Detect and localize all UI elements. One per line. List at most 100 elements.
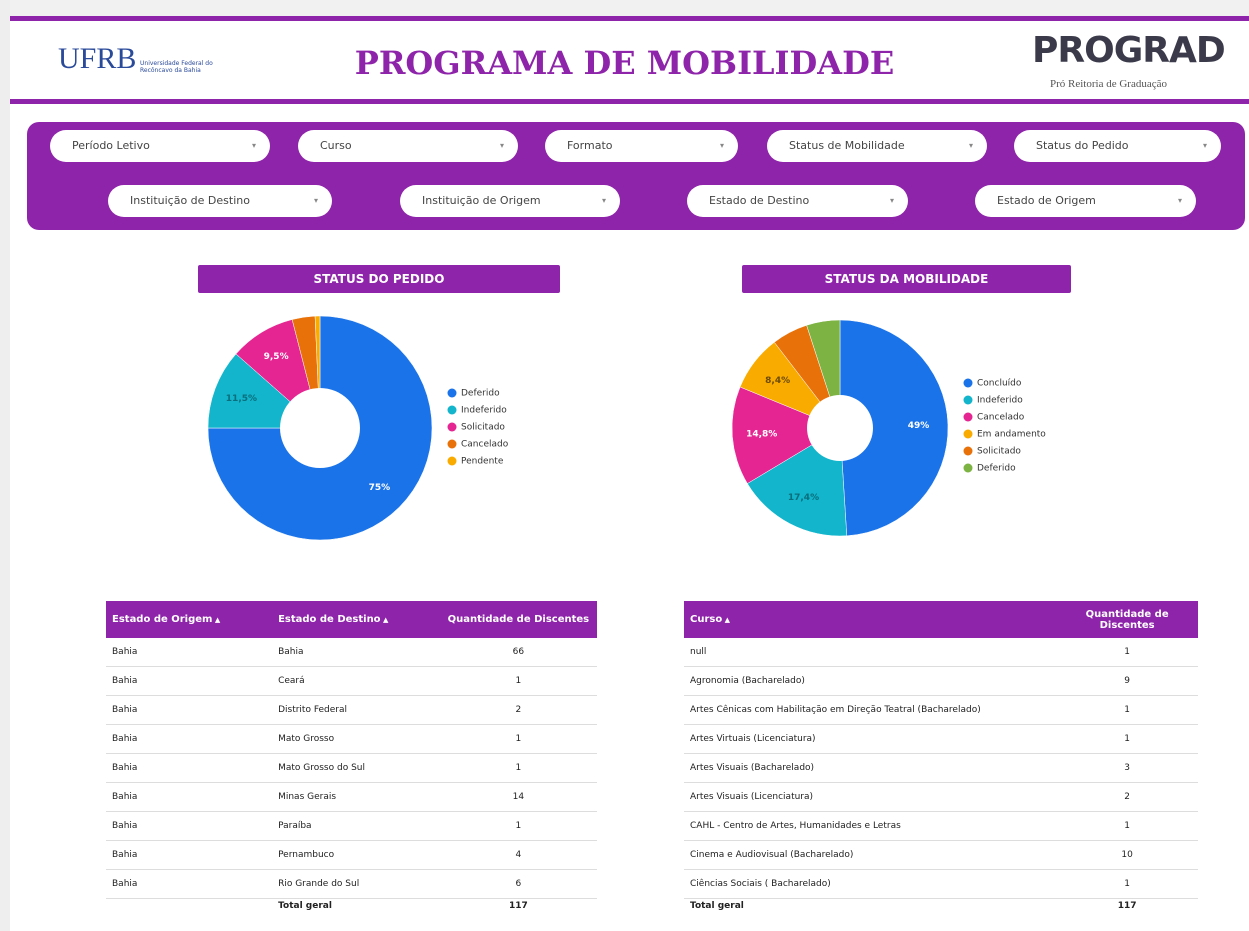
top-bar <box>10 0 1249 21</box>
table-cell: 1 <box>439 724 597 754</box>
table-cell: 14 <box>439 782 597 812</box>
total-row: Total geral 117 <box>106 899 597 914</box>
slice-label: 49% <box>908 421 930 431</box>
legend-swatch <box>447 456 457 466</box>
table-cell: Bahia <box>106 753 273 783</box>
table-cell: 9 <box>1056 666 1198 696</box>
table-cell: Mato Grosso <box>272 724 440 754</box>
table-cell: 2 <box>1056 782 1198 812</box>
table-row: CAHL - Centro de Artes, Humanidades e Le… <box>684 811 1198 841</box>
table-cell: 1 <box>1056 724 1198 754</box>
table-row: Artes Virtuais (Licenciatura) 1 <box>684 724 1198 754</box>
legend-swatch <box>447 388 457 398</box>
table-cell: Cinema e Audiovisual (Bacharelado) <box>684 840 1057 870</box>
table-cell: Bahia <box>106 869 273 899</box>
data-table: Estado de OrigemEstado de DestinoQuantid… <box>106 601 597 913</box>
filter-dropdown[interactable]: Formato <box>545 130 738 162</box>
slice-label: 14,8% <box>746 429 777 439</box>
legend-swatch <box>447 439 457 449</box>
column-header[interactable]: Quantidade de Discentes <box>439 601 597 638</box>
table-cell: 6 <box>439 869 597 899</box>
filter-dropdown[interactable]: Instituição de Destino <box>108 185 332 217</box>
filter-dropdown[interactable]: Estado de Destino <box>687 185 908 217</box>
table-cell: 66 <box>439 638 597 667</box>
donut-hole <box>280 388 360 468</box>
filter-dropdown[interactable]: Estado de Origem <box>975 185 1196 217</box>
table-cell: Bahia <box>106 811 273 841</box>
brand-subtitle: Pró Reitoria de Graduação <box>1050 78 1167 90</box>
legend-label: Deferido <box>977 464 1016 474</box>
filter-dropdown[interactable]: Curso <box>298 130 518 162</box>
table-cell: Bahia <box>106 695 273 725</box>
table-cell: Artes Virtuais (Licenciatura) <box>684 724 1057 754</box>
table-cell: Bahia <box>106 666 273 696</box>
table-cell: 1 <box>1056 869 1198 899</box>
table-cell: 1 <box>439 811 597 841</box>
legend-swatch <box>447 422 457 432</box>
legend-swatch <box>447 405 457 415</box>
table-cell <box>106 899 272 914</box>
table-cell: Bahia <box>272 638 440 667</box>
table-cell: Minas Gerais <box>272 782 440 812</box>
slice-label: 8,4% <box>765 376 790 386</box>
table-cell: 1 <box>1056 695 1198 725</box>
table-cell: Artes Visuais (Licenciatura) <box>684 782 1057 812</box>
logo: UFRB <box>58 42 137 75</box>
total-label: Total geral <box>278 901 332 911</box>
table-cell: Distrito Federal <box>272 695 440 725</box>
table-cell: Agronomia (Bacharelado) <box>684 666 1057 696</box>
table-cell: Bahia <box>106 782 273 812</box>
table-cell: Artes Visuais (Bacharelado) <box>684 753 1057 783</box>
table-row: Bahia Minas Gerais 14 <box>106 782 597 812</box>
slice-label: 75% <box>369 483 391 493</box>
table-row: Cinema e Audiovisual (Bacharelado) 10 <box>684 840 1198 870</box>
filter-dropdown[interactable]: Status de Mobilidade <box>767 130 987 162</box>
table-row: null 1 <box>684 638 1198 667</box>
table-cell: Mato Grosso do Sul <box>272 753 440 783</box>
legend-label: Cancelado <box>461 440 509 450</box>
slice-label: 11,5% <box>226 394 257 404</box>
table-row: Bahia Ceará 1 <box>106 666 597 696</box>
table-cell: 4 <box>439 840 597 870</box>
table-cell: 1 <box>1056 638 1198 667</box>
legend-label: Deferido <box>461 389 500 399</box>
table-cell: Ceará <box>272 666 440 696</box>
total-value: 117 <box>1117 901 1137 911</box>
total-row: Total geral 117 <box>684 899 1198 914</box>
legend-label: Cancelado <box>977 413 1025 423</box>
filter-dropdown[interactable]: Status do Pedido <box>1014 130 1221 162</box>
table-cell: 2 <box>439 695 597 725</box>
table-row: Bahia Mato Grosso 1 <box>106 724 597 754</box>
table-cell: 1 <box>439 666 597 696</box>
table-cell: Bahia <box>106 724 273 754</box>
sidebar-edge <box>0 0 10 931</box>
column-header[interactable]: Quantidade de Discentes <box>1056 601 1198 638</box>
table-cell: Artes Cênicas com Habilitação em Direção… <box>684 695 1057 725</box>
slice-label: 17,4% <box>788 493 819 503</box>
legend-swatch <box>963 429 973 439</box>
table-header: Estado de OrigemEstado de DestinoQuantid… <box>106 601 597 638</box>
header-line <box>10 99 1249 104</box>
legend-swatch <box>963 446 973 456</box>
legend-swatch <box>963 463 973 473</box>
table-row: Ciências Sociais ( Bacharelado) 1 <box>684 869 1198 899</box>
table-cell: Bahia <box>106 638 273 667</box>
legend-swatch <box>963 378 973 388</box>
column-header[interactable]: Curso <box>684 601 1057 638</box>
table-cell: Rio Grande do Sul <box>272 869 440 899</box>
chart-title: STATUS DO PEDIDO <box>198 265 560 293</box>
table-row: Bahia Distrito Federal 2 <box>106 695 597 725</box>
total-value: 117 <box>509 901 528 911</box>
table-row: Artes Visuais (Bacharelado) 3 <box>684 753 1198 783</box>
legend-label: Em andamento <box>977 430 1046 440</box>
legend-label: Solicitado <box>461 423 505 433</box>
table-row: Bahia Mato Grosso do Sul 1 <box>106 753 597 783</box>
filter-dropdown[interactable]: Período Letivo <box>50 130 270 162</box>
legend-label: Pendente <box>461 457 504 467</box>
slice-label: 9,5% <box>264 352 289 362</box>
chart-title: STATUS DA MOBILIDADE <box>742 265 1071 293</box>
column-header[interactable]: Estado de Destino <box>272 601 440 638</box>
column-header[interactable]: Estado de Origem <box>106 601 273 638</box>
filter-dropdown[interactable]: Instituição de Origem <box>400 185 620 217</box>
